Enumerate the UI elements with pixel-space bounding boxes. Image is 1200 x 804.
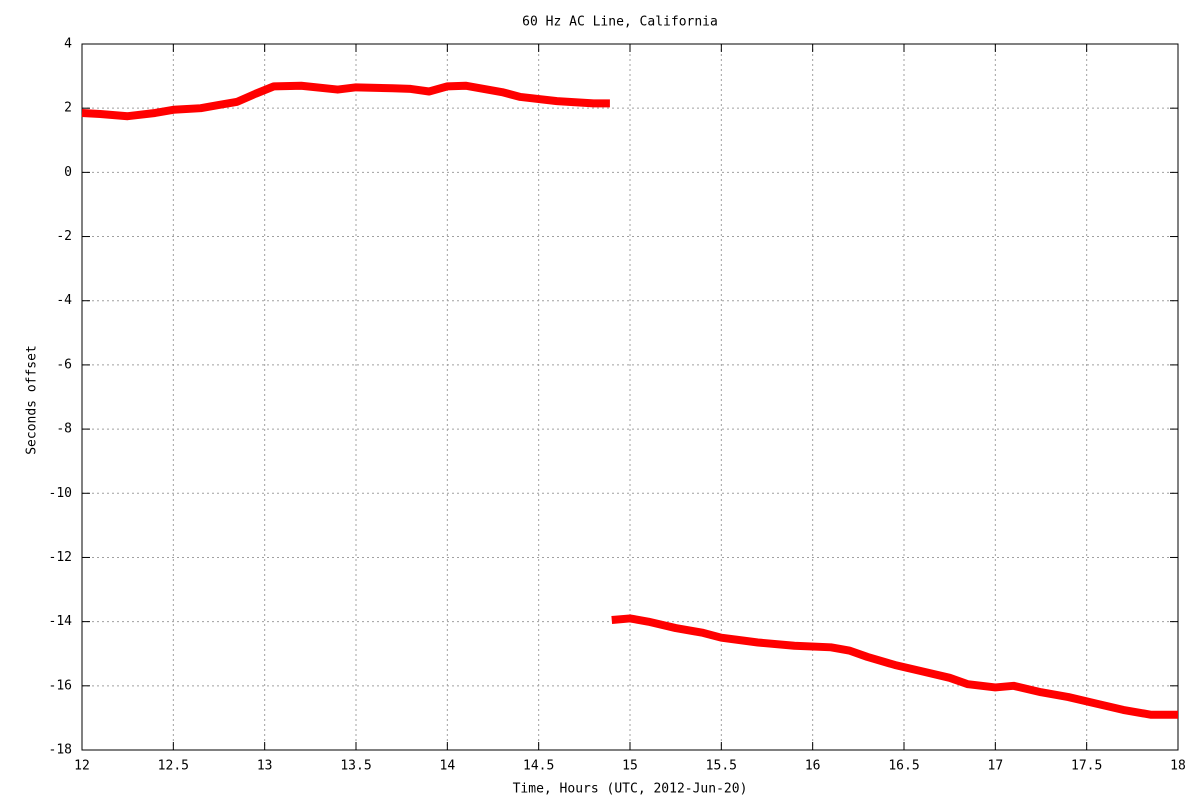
y-tick-label: -18 xyxy=(49,743,72,758)
y-tick-label: -4 xyxy=(56,293,72,308)
x-tick-label: 14.5 xyxy=(523,759,554,774)
y-tick-label: -8 xyxy=(56,422,72,437)
x-tick-label: 13.5 xyxy=(340,759,371,774)
x-tick-label: 14 xyxy=(440,759,456,774)
y-axis-label: Seconds offset xyxy=(25,345,40,455)
x-tick-label: 18 xyxy=(1170,759,1186,774)
x-tick-label: 15 xyxy=(622,759,638,774)
plot-frame xyxy=(81,43,1179,751)
x-tick-label: 13 xyxy=(257,759,273,774)
y-tick-label: -2 xyxy=(56,229,72,244)
chart-title: 60 Hz AC Line, California xyxy=(522,15,718,30)
x-tick-label: 16.5 xyxy=(888,759,919,774)
data-line xyxy=(81,81,1178,719)
y-tick-label: -12 xyxy=(49,550,72,565)
y-tick-label: -10 xyxy=(49,486,72,501)
y-tick-label: -16 xyxy=(49,678,72,693)
x-tick-label: 12 xyxy=(74,759,90,774)
x-tick-label: 16 xyxy=(805,759,821,774)
x-tick-label: 17 xyxy=(988,759,1004,774)
y-tick-label: 4 xyxy=(64,37,72,52)
y-tick-label: 2 xyxy=(64,101,72,116)
y-tick-label: -6 xyxy=(56,357,72,372)
x-axis-label: Time, Hours (UTC, 2012-Jun-20) xyxy=(513,782,748,797)
y-tick-label: 0 xyxy=(64,165,72,180)
y-tick-label: -14 xyxy=(49,614,73,629)
x-tick-label: 12.5 xyxy=(158,759,189,774)
x-tick-label: 15.5 xyxy=(706,759,737,774)
x-tick-label: 17.5 xyxy=(1071,759,1102,774)
